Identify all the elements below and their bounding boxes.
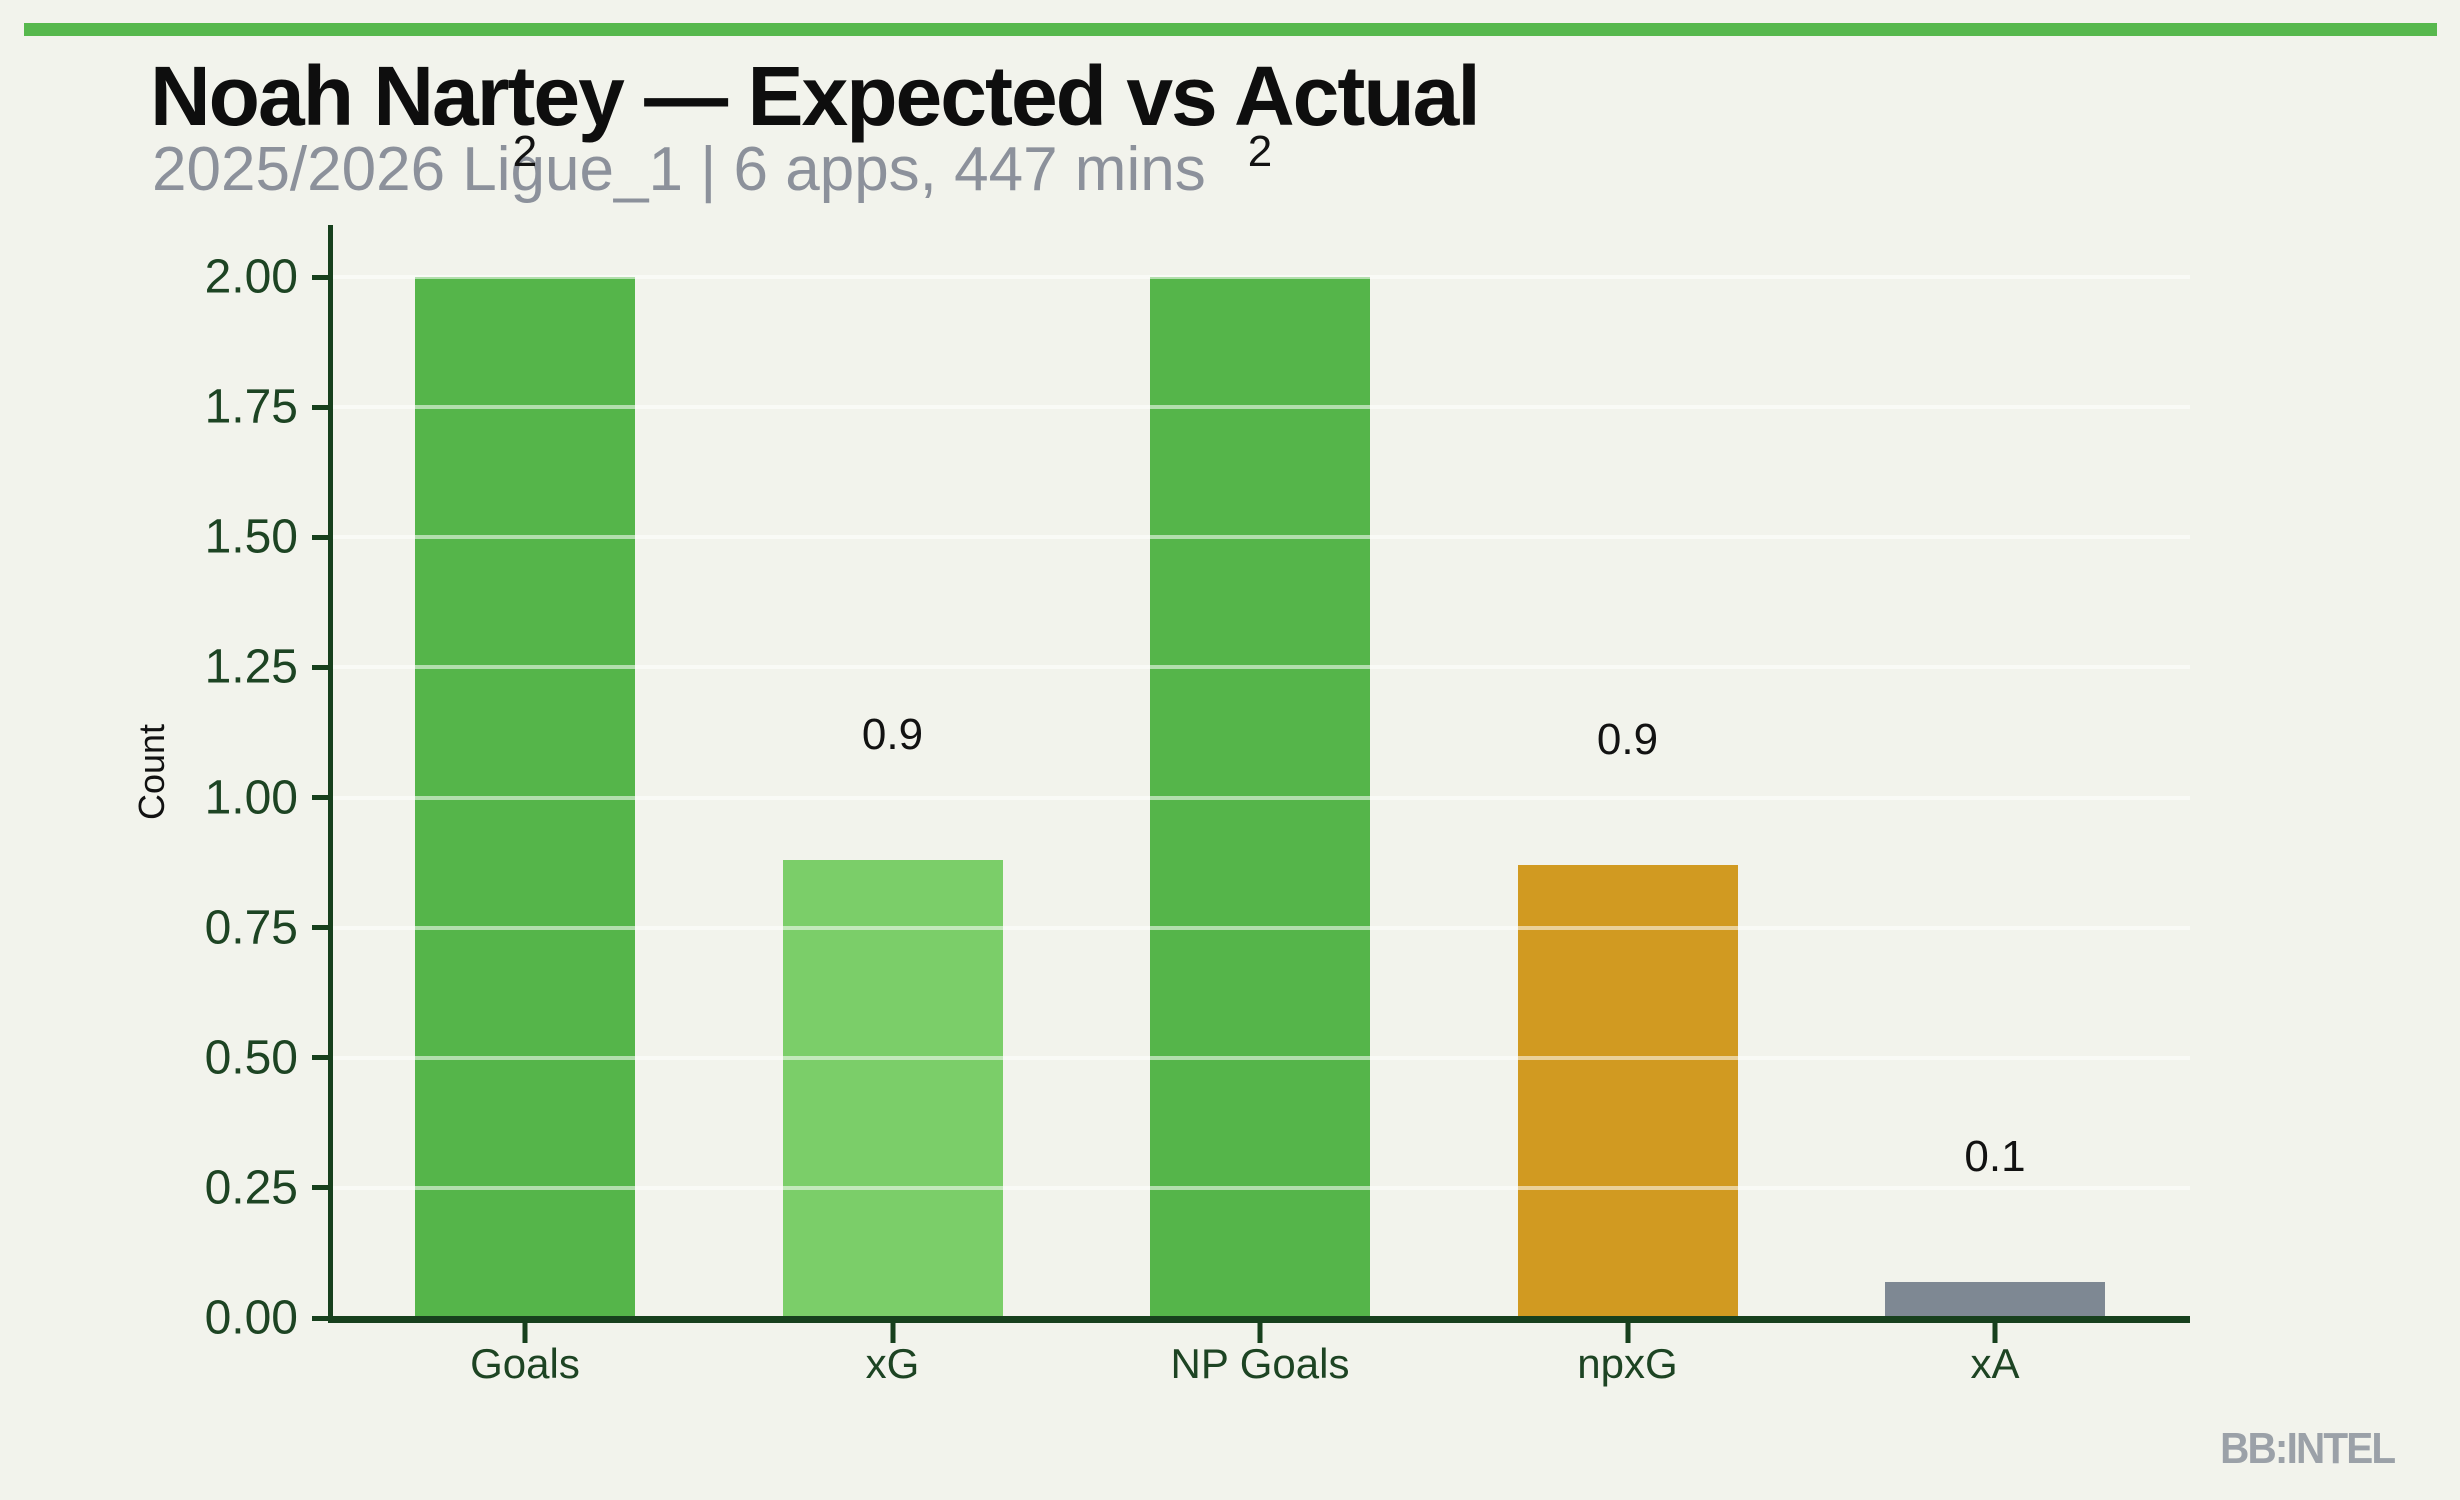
y-tick-mark-1.25 [312, 664, 330, 670]
bar-npxg [1517, 865, 1738, 1318]
y-tick-label-1.25: 1.25 [204, 640, 298, 694]
chart-title: Noah Nartey — Expected vs Actual [150, 49, 1481, 143]
x-tick-label-np-goals: NP Goals [1170, 1340, 1350, 1387]
y-tick-label-0.25: 0.25 [204, 1161, 298, 1215]
gridline-0.50 [330, 1055, 2190, 1060]
x-tick-mark-goals [522, 1323, 528, 1343]
accent-stripe [24, 23, 2437, 36]
y-tick-mark-1.50 [312, 534, 330, 540]
x-tick-mark-xa [1992, 1323, 1998, 1343]
y-tick-label-2.00: 2.00 [204, 250, 298, 304]
x-tick-mark-npxg [1625, 1323, 1630, 1343]
y-tick-mark-0.50 [312, 1055, 330, 1061]
y-tick-label-0.75: 0.75 [204, 901, 298, 955]
y-tick-label-1.50: 1.50 [204, 510, 298, 564]
y-tick-label-0.50: 0.50 [204, 1031, 298, 1085]
chart-subtitle: 2025/2026 Ligue_1 | 6 apps, 447 mins [152, 135, 1206, 204]
x-tick-mark-np-goals [1257, 1323, 1263, 1343]
y-tick-label-1.75: 1.75 [204, 380, 298, 434]
gridline-0.75 [330, 925, 2190, 930]
x-tick-mark-xg [890, 1323, 895, 1343]
y-tick-mark-1.75 [312, 404, 330, 410]
watermark: BB:INTEL [2219, 1424, 2396, 1473]
bar-value-label-xg: 0.9 [861, 710, 924, 759]
y-tick-mark-2.00 [312, 274, 330, 280]
x-tick-label-xg: xG [865, 1340, 920, 1387]
y-axis-title: Count [131, 723, 172, 821]
gridline-1.00 [330, 795, 2190, 800]
bar-value-label-goals: 2 [512, 127, 538, 176]
gridline-0.25 [330, 1185, 2190, 1190]
bar-value-label-npxg: 0.9 [1596, 715, 1659, 764]
gridline-1.25 [330, 665, 2190, 670]
gridline-1.50 [330, 535, 2190, 540]
y-axis-spine [328, 225, 333, 1323]
bar-value-label-xa: 0.1 [1964, 1132, 2026, 1181]
y-tick-mark-0.25 [312, 1185, 330, 1191]
x-axis-spine [328, 1316, 2190, 1323]
x-tick-label-xa: xA [1970, 1340, 2020, 1387]
y-tick-mark-1.00 [312, 795, 330, 800]
y-tick-label-0.00: 0.00 [204, 1291, 298, 1345]
gridline-1.75 [330, 405, 2190, 410]
bar-xg [782, 860, 1003, 1318]
gridline-2.00 [330, 275, 2190, 279]
y-tick-label-1.00: 1.00 [204, 771, 298, 824]
x-tick-label-goals: Goals [470, 1340, 580, 1387]
x-tick-label-npxg: npxG [1577, 1340, 1678, 1387]
bar-value-label-np-goals: 2 [1247, 127, 1273, 176]
y-tick-mark-0.75 [312, 925, 330, 931]
bar-xa [1885, 1282, 2105, 1318]
y-tick-mark-0.00 [312, 1315, 330, 1321]
